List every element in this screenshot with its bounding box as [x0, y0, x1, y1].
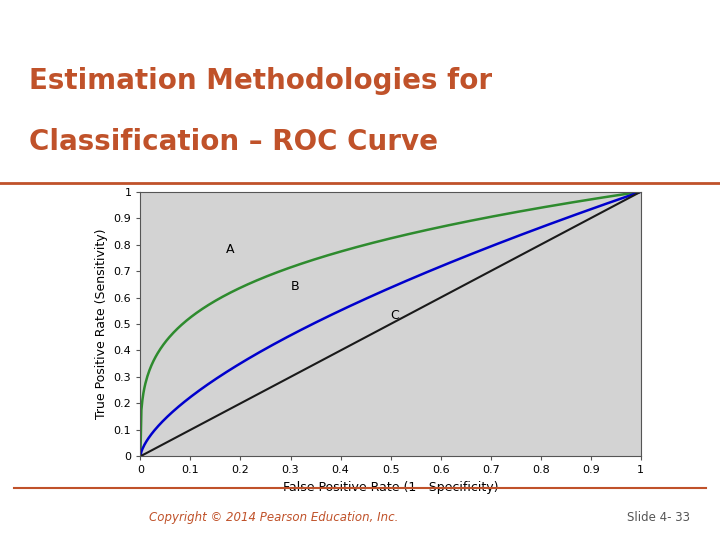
Text: Copyright © 2014 Pearson Education, Inc.: Copyright © 2014 Pearson Education, Inc.	[149, 511, 398, 524]
Text: B: B	[290, 280, 299, 293]
Text: A: A	[225, 242, 234, 255]
Text: C: C	[391, 309, 400, 322]
Y-axis label: True Positive Rate (Sensitivity): True Positive Rate (Sensitivity)	[95, 229, 108, 419]
Text: Estimation Methodologies for: Estimation Methodologies for	[29, 67, 492, 94]
X-axis label: False Positive Rate (1 - Specificity): False Positive Rate (1 - Specificity)	[283, 481, 498, 494]
Text: Slide 4- 33: Slide 4- 33	[627, 511, 690, 524]
Text: Classification – ROC Curve: Classification – ROC Curve	[29, 128, 438, 156]
